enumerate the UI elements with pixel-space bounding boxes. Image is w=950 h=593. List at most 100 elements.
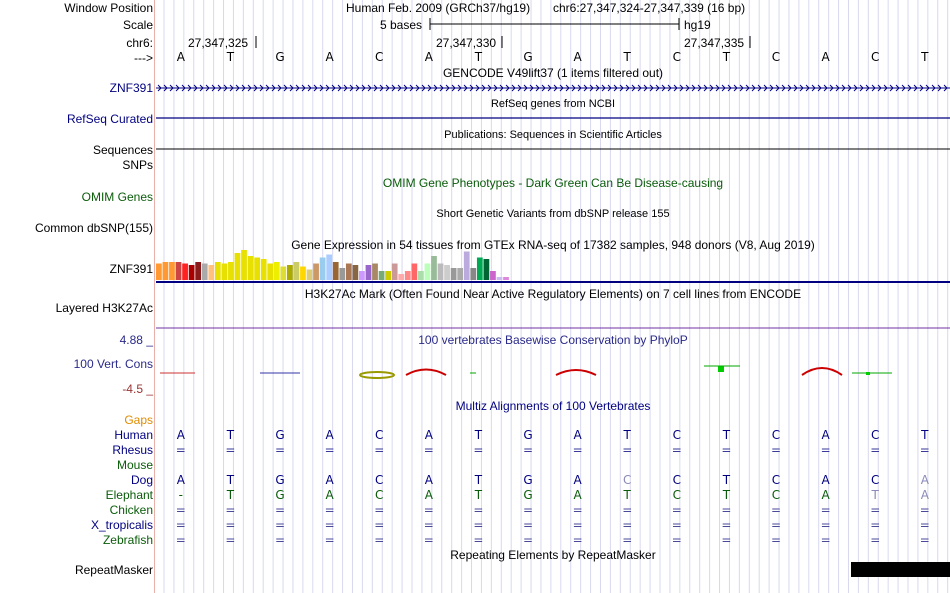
track-label-gaps[interactable]: Gaps — [124, 413, 153, 427]
align-x_tropicalis-6: = — [423, 518, 434, 532]
phylop-green-dot — [866, 372, 870, 375]
align-chicken-13: = — [771, 503, 782, 517]
track-label-snps[interactable]: SNPs — [122, 158, 153, 172]
phylop-peak-3 — [801, 367, 843, 376]
track-label-repeatmasker[interactable]: RepeatMasker — [74, 563, 153, 577]
gtex-tissue-bar — [424, 263, 431, 280]
align-x_tropicalis-14: = — [820, 518, 831, 532]
gtex-tissue-bar — [444, 265, 450, 280]
gtex-tissue-bar — [332, 262, 339, 280]
dbsnp-title[interactable]: Short Genetic Variants from dbSNP releas… — [436, 208, 670, 220]
gtex-tissue-bar — [470, 268, 477, 280]
gtex-tissue-bar — [293, 262, 300, 280]
gtex-tissue-bar — [490, 271, 496, 280]
align-elephant-11: C — [672, 488, 681, 502]
align-x_tropicalis-8: = — [523, 518, 534, 532]
align-chicken-10: = — [622, 503, 633, 517]
base-16: T — [921, 50, 929, 64]
align-elephant-3: G — [275, 488, 285, 502]
align-chicken-2: = — [225, 503, 236, 517]
gtex-tissue-bar — [300, 266, 306, 280]
coord-tick-2: 27,347,330 — [436, 36, 497, 50]
align-human-10: T — [623, 428, 631, 442]
track-label-znf391[interactable]: ZNF391 — [109, 81, 153, 95]
rmsk-title[interactable]: Repeating Elements by RepeatMasker — [450, 548, 656, 562]
track-label-human[interactable]: Human — [114, 428, 153, 442]
align-x_tropicalis-10: = — [622, 518, 633, 532]
base-15: C — [870, 50, 880, 64]
track-label-omim[interactable]: OMIM Genes — [81, 190, 153, 204]
publications-title[interactable]: Publications: Sequences in Scientific Ar… — [444, 129, 662, 141]
gtex-tissue-bar — [483, 259, 490, 280]
track-label-sequences[interactable]: Sequences — [92, 143, 153, 157]
align-chicken-1: = — [175, 503, 186, 517]
align-dog-3: G — [275, 473, 285, 487]
track-label-zebrafish[interactable]: Zebrafish — [102, 533, 153, 547]
align-zebrafish-1: = — [175, 533, 186, 547]
align-dog-16: A — [920, 473, 929, 487]
track-label-elephant[interactable]: Elephant — [105, 488, 153, 502]
gtex-tissue-bar — [182, 263, 188, 280]
znf391-strand-arrows — [157, 84, 948, 92]
multiz-title[interactable]: Multiz Alignments of 100 Vertebrates — [455, 399, 651, 413]
base-1: A — [176, 50, 185, 64]
gtex-tissue-bar — [195, 262, 202, 280]
align-x_tropicalis-2: = — [225, 518, 236, 532]
base-10: T — [623, 50, 631, 64]
align-elephant-8: G — [523, 488, 533, 502]
align-zebrafish-11: = — [671, 533, 682, 547]
align-dog-7: T — [474, 473, 483, 487]
gtex-tissue-bar — [162, 262, 169, 280]
gtex-tissue-bar — [391, 263, 398, 280]
align-rhesus-4: = — [324, 443, 335, 457]
align-zebrafish-3: = — [275, 533, 286, 547]
track-label-chicken[interactable]: Chicken — [109, 503, 153, 517]
gtex-tissue-bar — [234, 253, 241, 280]
gencode-title[interactable]: GENCODE V49lift37 (1 items filtered out) — [442, 66, 664, 80]
gtex-tissue-bar — [418, 271, 424, 280]
track-label-refseq[interactable]: RefSeq Curated — [66, 112, 153, 126]
track-label-rhesus[interactable]: Rhesus — [112, 443, 153, 457]
track-label-gtex-gene[interactable]: ZNF391 — [109, 262, 153, 276]
coord-tick-3: 27,347,335 — [684, 36, 745, 50]
align-elephant-13: C — [771, 488, 781, 502]
track-label-dog[interactable]: Dog — [130, 473, 153, 487]
align-dog-14: A — [821, 473, 830, 487]
gtex-tissue-bar — [188, 265, 195, 280]
phylop-title[interactable]: 100 vertebrates Basewise Conservation by… — [418, 333, 688, 347]
gtex-tissue-bar — [359, 271, 365, 280]
gtex-title[interactable]: Gene Expression in 54 tissues from GTEx … — [291, 238, 815, 252]
track-label-phylop[interactable]: 100 Vert. Cons — [73, 357, 153, 371]
align-chicken-4: = — [324, 503, 335, 517]
align-human-6: A — [424, 428, 433, 442]
omim-title[interactable]: OMIM Gene Phenotypes - Dark Green Can Be… — [382, 176, 724, 190]
gtex-tissue-bar — [411, 263, 418, 280]
align-human-16: T — [921, 428, 929, 442]
align-chicken-7: = — [473, 503, 484, 517]
refseq-title[interactable]: RefSeq genes from NCBI — [490, 98, 616, 110]
track-label-x-tropicalis[interactable]: X_tropicalis — [90, 518, 153, 532]
track-label-h3k27ac[interactable]: Layered H3K27Ac — [55, 301, 153, 315]
align-zebrafish-10: = — [622, 533, 633, 547]
align-elephant-16: A — [920, 488, 929, 502]
h3k27ac-title[interactable]: H3K27Ac Mark (Often Found Near Active Re… — [304, 287, 802, 301]
align-rhesus-1: = — [175, 443, 186, 457]
base-6: A — [424, 50, 433, 64]
gtex-tissue-bar — [352, 265, 359, 280]
align-zebrafish-14: = — [820, 533, 831, 547]
track-label-mouse[interactable]: Mouse — [116, 458, 153, 472]
track-label-dbsnp[interactable]: Common dbSNP(155) — [34, 221, 153, 235]
gtex-tissue-bar — [378, 271, 385, 280]
align-elephant-9: A — [573, 488, 582, 502]
gtex-tissue-bar — [169, 262, 175, 280]
align-human-2: T — [226, 428, 235, 442]
align-x_tropicalis-1: = — [175, 518, 186, 532]
align-dog-13: C — [771, 473, 781, 487]
align-chicken-14: = — [820, 503, 831, 517]
align-rhesus-7: = — [473, 443, 484, 457]
align-dog-5: C — [374, 473, 384, 487]
align-human-3: G — [275, 428, 285, 442]
align-chicken-3: = — [275, 503, 286, 517]
base-5: C — [374, 50, 384, 64]
align-chicken-16: = — [919, 503, 930, 517]
